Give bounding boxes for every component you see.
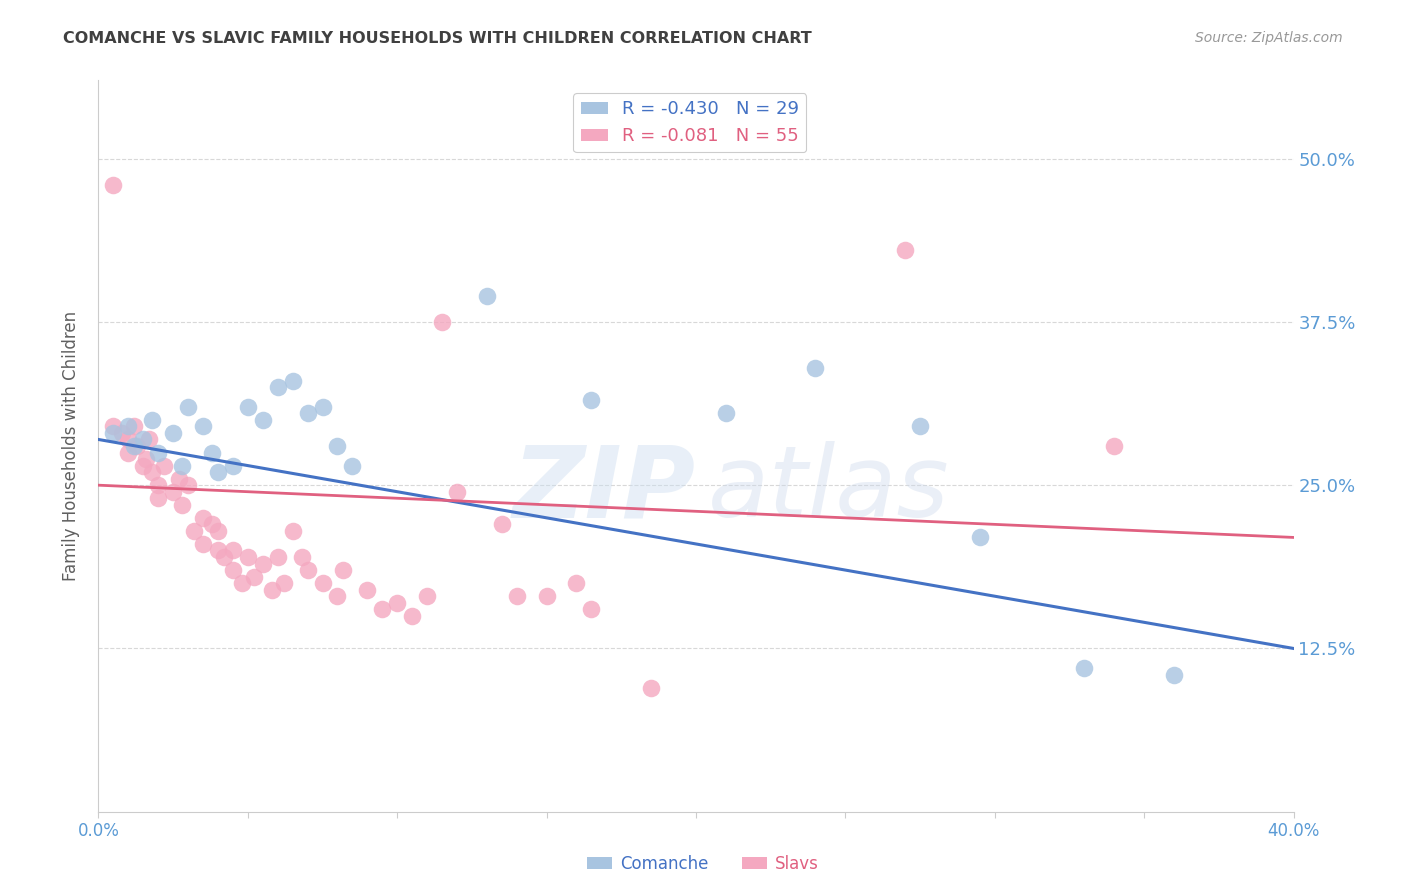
Point [267, 549, 290, 564]
Point [132, 433, 155, 447]
Point [191, 419, 214, 434]
Point [326, 589, 349, 603]
Point [103, 425, 125, 440]
Point [243, 569, 266, 583]
Point [297, 406, 319, 420]
Point [191, 511, 214, 525]
Point [222, 543, 245, 558]
Point [153, 458, 176, 473]
Point [1163, 667, 1185, 681]
Point [267, 380, 290, 394]
Point [311, 400, 333, 414]
Point [162, 425, 184, 440]
Point [177, 400, 200, 414]
Point [127, 439, 149, 453]
Point [236, 400, 259, 414]
Point [640, 681, 662, 695]
Point [231, 576, 253, 591]
Point [491, 517, 513, 532]
Point [260, 582, 283, 597]
Point [148, 478, 170, 492]
Point [908, 419, 931, 434]
Point [207, 465, 229, 479]
Point [273, 576, 295, 591]
Point [281, 524, 304, 538]
Point [446, 484, 468, 499]
Point [117, 433, 139, 447]
Point [135, 452, 157, 467]
Text: ZIP: ZIP [513, 442, 696, 539]
Point [111, 425, 134, 440]
Point [236, 549, 259, 564]
Point [297, 563, 319, 577]
Point [252, 557, 274, 571]
Point [207, 524, 229, 538]
Point [430, 315, 453, 329]
Point [117, 419, 139, 434]
Point [124, 419, 146, 434]
Point [714, 406, 737, 420]
Point [342, 458, 364, 473]
Point [506, 589, 529, 603]
Point [103, 419, 125, 434]
Point [141, 413, 163, 427]
Point [291, 549, 314, 564]
Point [201, 517, 224, 532]
Point [565, 576, 588, 591]
Point [183, 524, 205, 538]
Point [416, 589, 439, 603]
Point [385, 596, 409, 610]
Point [804, 360, 827, 375]
Point [148, 491, 170, 506]
Point [103, 178, 125, 192]
Point [326, 439, 349, 453]
Point [401, 608, 423, 623]
Point [191, 537, 214, 551]
Point [167, 472, 190, 486]
Point [581, 602, 603, 616]
Point [536, 589, 558, 603]
Point [177, 478, 200, 492]
Point [212, 549, 235, 564]
Point [141, 465, 163, 479]
Y-axis label: Family Households with Children: Family Households with Children [62, 311, 80, 581]
Point [201, 445, 224, 459]
Point [1104, 439, 1126, 453]
Point [252, 413, 274, 427]
Point [138, 433, 160, 447]
Point [1073, 661, 1095, 675]
Text: atlas: atlas [709, 442, 949, 539]
Legend: R = -0.430   N = 29, R = -0.081   N = 55: R = -0.430 N = 29, R = -0.081 N = 55 [574, 93, 807, 153]
Point [332, 563, 354, 577]
Point [148, 445, 170, 459]
Point [172, 498, 194, 512]
Point [222, 563, 245, 577]
Point [132, 458, 155, 473]
Point [371, 602, 394, 616]
Point [475, 289, 498, 303]
Point [172, 458, 194, 473]
Point [124, 439, 146, 453]
Point [117, 445, 139, 459]
Point [894, 243, 917, 257]
Point [162, 484, 184, 499]
Point [311, 576, 333, 591]
Point [207, 543, 229, 558]
Text: Source: ZipAtlas.com: Source: ZipAtlas.com [1195, 31, 1343, 45]
Point [969, 530, 991, 544]
Text: COMANCHE VS SLAVIC FAMILY HOUSEHOLDS WITH CHILDREN CORRELATION CHART: COMANCHE VS SLAVIC FAMILY HOUSEHOLDS WIT… [63, 31, 813, 46]
Legend: Comanche, Slavs: Comanche, Slavs [581, 848, 825, 880]
Point [281, 374, 304, 388]
Point [581, 393, 603, 408]
Point [356, 582, 378, 597]
Point [222, 458, 245, 473]
